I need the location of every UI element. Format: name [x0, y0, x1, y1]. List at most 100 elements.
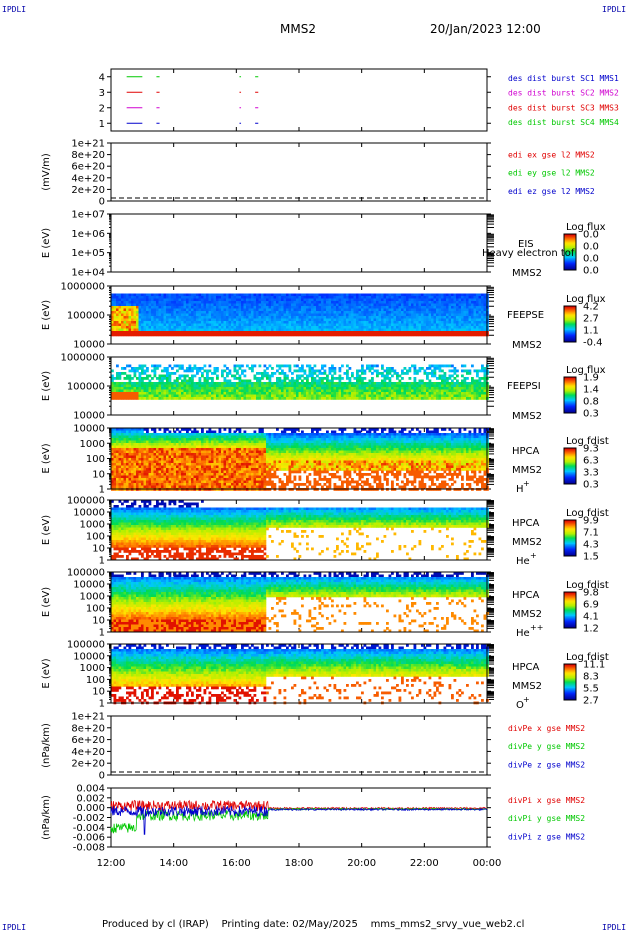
colorbar-cell: [564, 449, 576, 451]
colorbar-cell: [564, 330, 576, 332]
y-tick-label: 100: [86, 604, 105, 615]
y-tick-label: 100000: [67, 568, 105, 579]
colorbar-cell: [564, 314, 576, 317]
colorbar-cell: [564, 398, 576, 401]
colorbar-cell: [564, 522, 576, 525]
colorbar-cell: [564, 403, 576, 406]
y-tick-label: 1e+21: [71, 712, 105, 723]
legend-entry: divPi x gse MMS2: [508, 796, 585, 805]
colorbar-tick-label: 9.9: [583, 516, 599, 527]
colorbar-cell: [564, 252, 576, 254]
colorbar-cell: [564, 671, 576, 673]
y-tick-label: -0.006: [73, 833, 105, 844]
colorbar-cell: [564, 387, 576, 390]
colorbar-title: Log fdist: [566, 508, 609, 519]
colorbar-cell: [564, 254, 576, 257]
legend-entry: edi ez gse l2 MMS2: [508, 187, 595, 196]
y-tick-label: 10000: [73, 651, 105, 662]
y-tick-label: 100: [86, 675, 105, 686]
colorbar-cell: [564, 620, 576, 623]
corner-label-tl: IPDLI: [2, 5, 27, 14]
colorbar-cell: [564, 410, 576, 413]
colorbar-cell: [564, 695, 576, 697]
y-tick-label: -0.008: [73, 843, 105, 854]
panel-frame: [110, 715, 488, 776]
legend-entry: divPe x gse MMS2: [508, 724, 585, 733]
colorbar-cell: [564, 461, 576, 463]
colorbar-cell: [564, 337, 576, 339]
corner-label-bl: IPDLI: [2, 923, 27, 932]
colorbar-cell: [564, 327, 576, 330]
colorbar-cell: [564, 690, 576, 693]
colorbar-cell: [564, 683, 576, 685]
spectrogram-cells: [111, 428, 489, 491]
y-tick-label: 10: [92, 469, 105, 480]
y-tick-label: 2: [99, 103, 105, 114]
y-tick-label: 10000: [73, 508, 105, 519]
colorbar-cell: [564, 470, 576, 473]
y-axis-label: E (eV): [41, 658, 52, 688]
colorbar-cell: [564, 618, 576, 621]
colorbar-cell: [564, 378, 576, 380]
colorbar-cell: [564, 237, 576, 240]
footer-printing: Printing date: 02/May/2025: [221, 919, 358, 930]
colorbar-cell: [564, 533, 576, 535]
y-tick-label: 4e+20: [71, 747, 105, 758]
colorbar-cell: [564, 399, 576, 402]
colorbar-cell: [564, 664, 576, 666]
colorbar-cell: [564, 383, 576, 385]
spectrogram-cells: [111, 572, 489, 633]
y-axis-label: E (eV): [41, 443, 52, 473]
panel-feepse: 1000000 100000 10000 E (eV) Log flux4.22.71.…: [41, 282, 606, 352]
colorbar-cell: [564, 312, 576, 314]
datetime-title: 20/Jan/2023 12:00: [430, 22, 541, 36]
colorbar-cell: [564, 321, 576, 324]
panel-frame: [110, 68, 488, 132]
colorbar-cell: [564, 464, 576, 467]
legend-entry: des dist burst SC4 MMS4: [508, 118, 619, 127]
panel-frame-overlay: [110, 643, 488, 704]
y-tick-label: 10: [92, 544, 105, 555]
colorbar-cell: [564, 250, 576, 253]
panel-burst: 4 3 2 1 des dist burst SC1 MMS1 des dist burs…: [99, 68, 619, 132]
colorbar-cell: [564, 466, 576, 468]
y-tick-label: 10: [92, 687, 105, 698]
colorbar-cell: [564, 379, 576, 382]
colorbar-tick-label: 1.2: [583, 624, 599, 635]
colorbar-cell: [564, 390, 576, 392]
spacecraft-label: MMS2: [512, 340, 542, 351]
colorbar-cell: [564, 392, 576, 395]
colorbar-cell: [564, 326, 576, 329]
colorbar-cell: [564, 381, 576, 384]
spacecraft-label: MMS2: [512, 681, 542, 692]
y-axis-label: E (eV): [41, 587, 52, 617]
y-tick-label: 1000: [80, 439, 105, 450]
y-axis-label: (mV/m): [41, 153, 52, 191]
y-axis-label: E (eV): [41, 515, 52, 545]
colorbar-cell: [564, 674, 576, 677]
y-tick-label: 1: [99, 556, 105, 567]
y-tick-label: 1e+21: [71, 139, 105, 150]
colorbar-cell: [564, 243, 576, 246]
instrument-label: HPCA: [512, 590, 540, 601]
colorbar-cell: [564, 234, 576, 236]
panel-frame: [110, 213, 488, 273]
colorbar-cell: [564, 391, 576, 394]
colorbar-tick-label: 9.8: [583, 588, 599, 599]
colorbar-cell: [564, 331, 576, 333]
instrument-label: HPCA: [512, 518, 540, 529]
x-tick-label: 20:00: [347, 858, 376, 869]
panel-frame-overlay: [110, 285, 488, 345]
colorbar-cell: [564, 248, 576, 251]
y-tick-label: 10000: [73, 340, 105, 351]
colorbar-cell: [564, 602, 576, 605]
colorbar-cell: [564, 544, 576, 546]
colorbar-cell: [564, 332, 576, 335]
colorbar-cell: [564, 672, 576, 675]
colorbar-cell: [564, 241, 576, 243]
colorbar-cell: [564, 401, 576, 403]
colorbar-cell: [564, 395, 576, 397]
colorbar-cell: [564, 246, 576, 248]
